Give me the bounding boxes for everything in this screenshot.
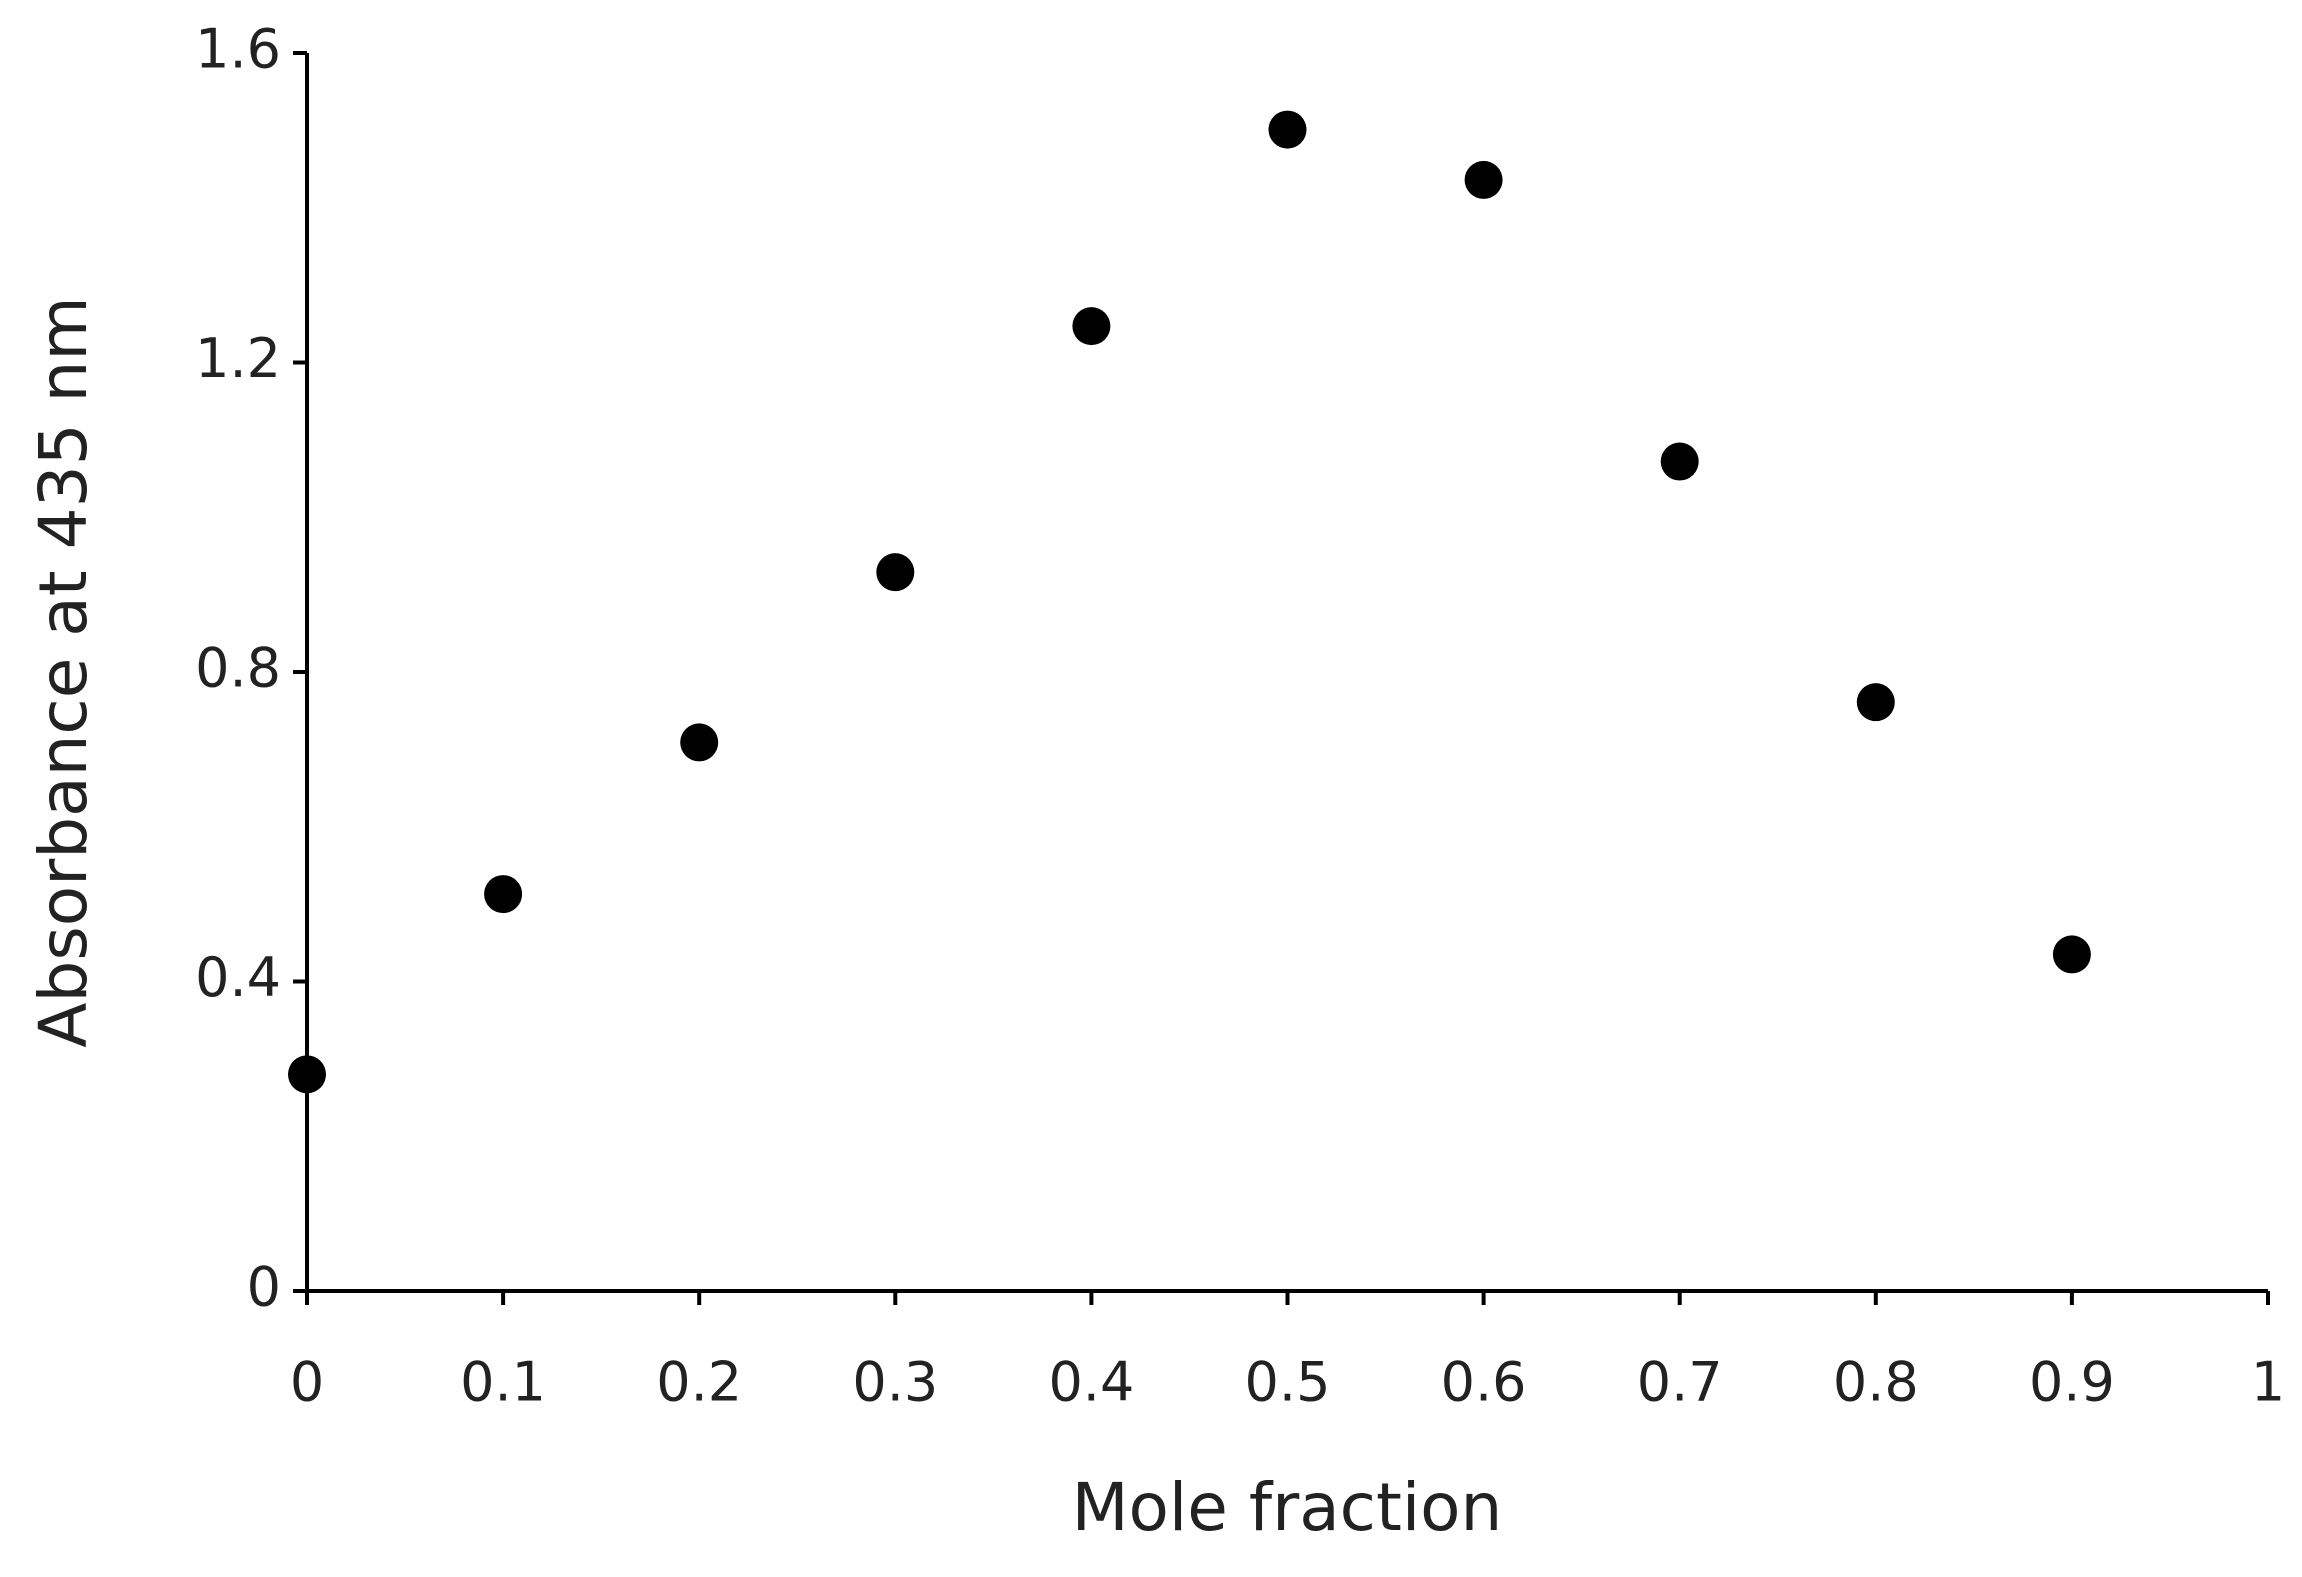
x-tick-label: 0.1 [460, 1351, 546, 1414]
point [1660, 442, 1699, 481]
x-tick-label: 0.4 [1048, 1351, 1134, 1414]
point [1856, 683, 1895, 722]
x-axis-title: Mole fraction [1072, 1469, 1503, 1546]
point [1268, 110, 1307, 149]
point [484, 875, 523, 914]
y-tick-label: 1.6 [195, 18, 281, 81]
x-tick-label: 0.3 [852, 1351, 938, 1414]
x-tick-label: 0.9 [2029, 1351, 2115, 1414]
y-tick-label: 0.4 [195, 946, 281, 1009]
point [2052, 935, 2091, 974]
x-tick-label: 0.6 [1441, 1351, 1527, 1414]
x-tick-label: 0.5 [1245, 1351, 1331, 1414]
point [288, 1055, 326, 1094]
point [1072, 307, 1111, 346]
point [1464, 160, 1503, 199]
point [680, 723, 719, 762]
y-tick-label: 1.2 [195, 327, 281, 390]
x-tick-label: 0.2 [656, 1351, 742, 1414]
y-tick-label: 0 [247, 1256, 281, 1319]
point [876, 553, 915, 592]
y-axis-title: Absorbance at 435 nm [25, 296, 102, 1047]
x-tick-label: 0.8 [1833, 1351, 1919, 1414]
y-tick-label: 0.8 [195, 637, 281, 700]
x-tick-label: 0 [290, 1351, 324, 1414]
x-tick-label: 1 [2251, 1351, 2285, 1414]
x-tick-label: 0.7 [1637, 1351, 1723, 1414]
